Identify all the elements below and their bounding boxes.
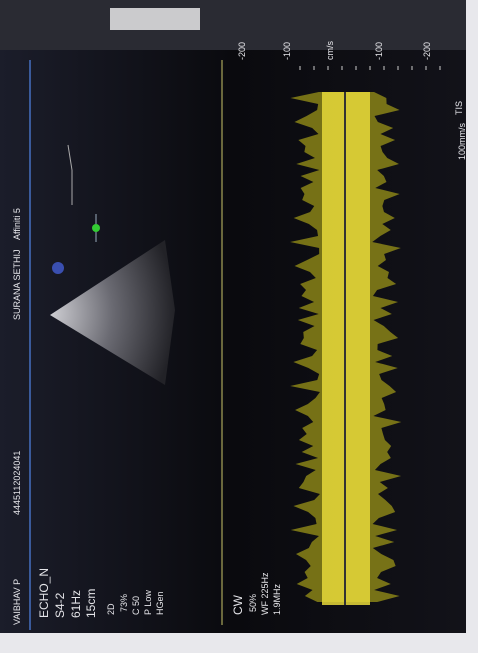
patient-name: VAIBHAV P (12, 579, 22, 625)
mode-label: CW (231, 594, 245, 615)
orientation-marker (52, 262, 64, 274)
tis: TIS (454, 101, 464, 115)
frequency: 1.9MHz (272, 583, 282, 615)
probe: S4-2 (53, 592, 67, 618)
resolution: HGen (155, 591, 165, 615)
scale-label: cm/s (325, 41, 335, 60)
gain: 73% (119, 594, 129, 612)
bezel (0, 0, 466, 50)
compression: C 50 (131, 596, 141, 615)
scale-label: -200 (237, 42, 247, 60)
scale-label: -100 (374, 42, 384, 60)
glare (110, 8, 200, 30)
gain: 50% (248, 594, 258, 612)
sweep-speed: 100mm/s (457, 122, 467, 160)
frame-rate: 61Hz (69, 590, 83, 618)
patient-id: 4445112024041 (12, 451, 22, 515)
scale-label: -200 (422, 42, 432, 60)
sample-marker (92, 224, 100, 232)
monitor (0, 45, 466, 633)
system: Affiniti 5 (12, 208, 22, 240)
depth: 15cm (84, 589, 98, 618)
mode-label: 2D (106, 603, 116, 615)
wall-filter: WF 225Hz (260, 572, 270, 615)
scale-label: -100 (282, 42, 292, 60)
persistence: P Low (143, 590, 153, 615)
preset: ECHO_N (37, 568, 51, 618)
screen-photo: VAIBHAV P 4445112024041 SURANA SETHIJ Af… (0, 0, 478, 653)
institution: SURANA SETHIJ (12, 249, 22, 320)
